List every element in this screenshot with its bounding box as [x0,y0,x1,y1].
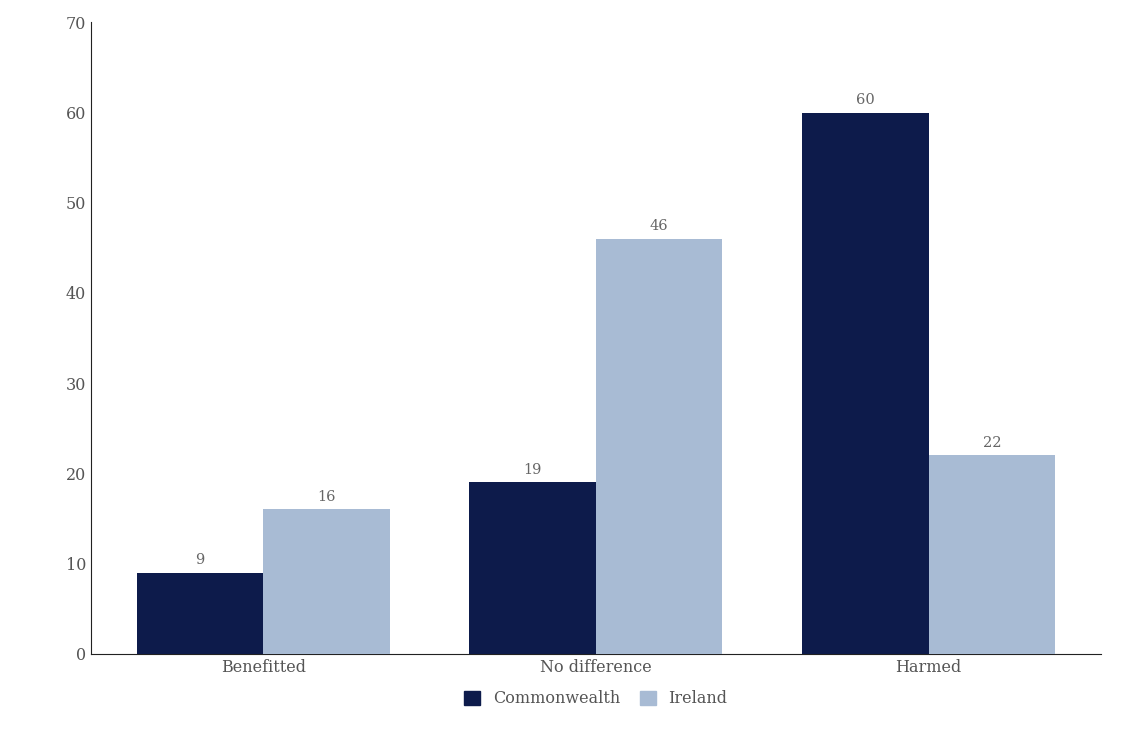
Bar [470,482,596,654]
Text: 60: 60 [856,93,875,107]
Text: 22: 22 [983,436,1001,450]
Text: 19: 19 [523,463,541,477]
Text: 9: 9 [195,554,204,567]
Text: 46: 46 [649,219,669,233]
Bar [136,573,263,654]
Bar [263,510,389,654]
Bar [928,455,1056,654]
Legend: Commonwealth, Ireland: Commonwealth, Ireland [456,682,735,716]
Text: 16: 16 [317,490,336,504]
Bar [596,239,722,654]
Bar [802,112,928,654]
